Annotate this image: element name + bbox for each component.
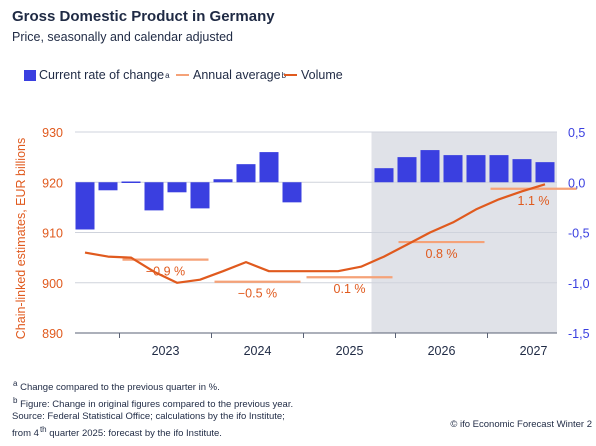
- legend-label-volume: Volume: [301, 68, 343, 82]
- legend-item-annual-average: Annual averageb: [176, 68, 286, 82]
- left-tick-label: 910: [42, 227, 63, 241]
- copyright: © ifo Economic Forecast Winter 2: [450, 419, 592, 430]
- chart-subtitle: Price, seasonally and calendar adjusted: [12, 30, 233, 44]
- rate-of-change-bar: [374, 168, 394, 183]
- rate-of-change-bar: [535, 162, 555, 183]
- rate-of-change-bar: [489, 155, 509, 183]
- legend-item-volume: Volume: [284, 68, 343, 82]
- left-axis-label: Chain-linked estimates, EUR billions: [14, 138, 28, 339]
- legend-sup-a: a: [165, 70, 170, 80]
- legend-label-avg: Annual average: [193, 68, 281, 82]
- rate-of-change-bar: [236, 164, 256, 183]
- legend-volume-swatch: [284, 74, 297, 76]
- legend-avg-swatch: [176, 74, 189, 76]
- rate-of-change-bar: [259, 152, 279, 183]
- footnote-forecast: from 4th quarter 2025: forecast by the i…: [12, 424, 222, 439]
- rate-of-change-bar: [121, 181, 141, 183]
- year-label: 2026: [428, 344, 456, 358]
- legend-sup-b: b: [282, 71, 286, 80]
- chart-title: Gross Domestic Product in Germany: [12, 8, 275, 25]
- annual-average-label: 0.8 %: [426, 247, 458, 261]
- right-tick-label: -1,5: [568, 327, 590, 341]
- left-tick-label: 890: [42, 327, 63, 341]
- annual-average-label: −0.9 %: [146, 265, 185, 279]
- year-label: 2027: [520, 344, 548, 358]
- rate-of-change-bar: [98, 182, 118, 191]
- footnote-b: b Figure: Change in original figures com…: [13, 395, 294, 410]
- right-tick-label: 0,0: [568, 176, 585, 190]
- left-tick-label: 930: [42, 126, 63, 140]
- rate-of-change-bar: [420, 150, 440, 183]
- left-tick-label: 920: [42, 176, 63, 190]
- legend-bar-swatch: [24, 69, 36, 81]
- footnote-source: Source: Federal Statistical Office; calc…: [12, 411, 285, 423]
- rate-of-change-bar: [397, 157, 417, 183]
- year-label: 2023: [152, 344, 180, 358]
- rate-of-change-bar: [213, 179, 233, 183]
- footnotes: a Change compared to the previous quarte…: [12, 378, 293, 440]
- year-label: 2025: [336, 344, 364, 358]
- left-tick-label: 900: [42, 277, 63, 291]
- annual-average-label: 1.1 %: [518, 194, 550, 208]
- footnote-a: a Change compared to the previous quarte…: [13, 379, 220, 394]
- rate-of-change-bar: [167, 182, 187, 193]
- right-tick-label: 0,5: [568, 126, 585, 140]
- annual-average-label: −0.5 %: [238, 287, 277, 301]
- rate-of-change-bar: [144, 182, 164, 211]
- rate-of-change-bar: [75, 182, 95, 230]
- right-tick-label: -1,0: [568, 277, 590, 291]
- volume-line: [84, 183, 546, 284]
- legend-label-rate: Current rate of change: [39, 68, 165, 82]
- rate-of-change-bar: [190, 182, 210, 209]
- annual-average-label: 0.1 %: [334, 282, 366, 296]
- rate-of-change-bar: [466, 155, 486, 183]
- year-label: 2024: [244, 344, 272, 358]
- rate-of-change-bar: [512, 159, 532, 183]
- right-tick-label: -0,5: [568, 227, 590, 241]
- rate-of-change-bar: [443, 155, 463, 183]
- legend-item-rate-of-change: Current rate of change a: [24, 68, 170, 82]
- rate-of-change-bar: [282, 182, 302, 203]
